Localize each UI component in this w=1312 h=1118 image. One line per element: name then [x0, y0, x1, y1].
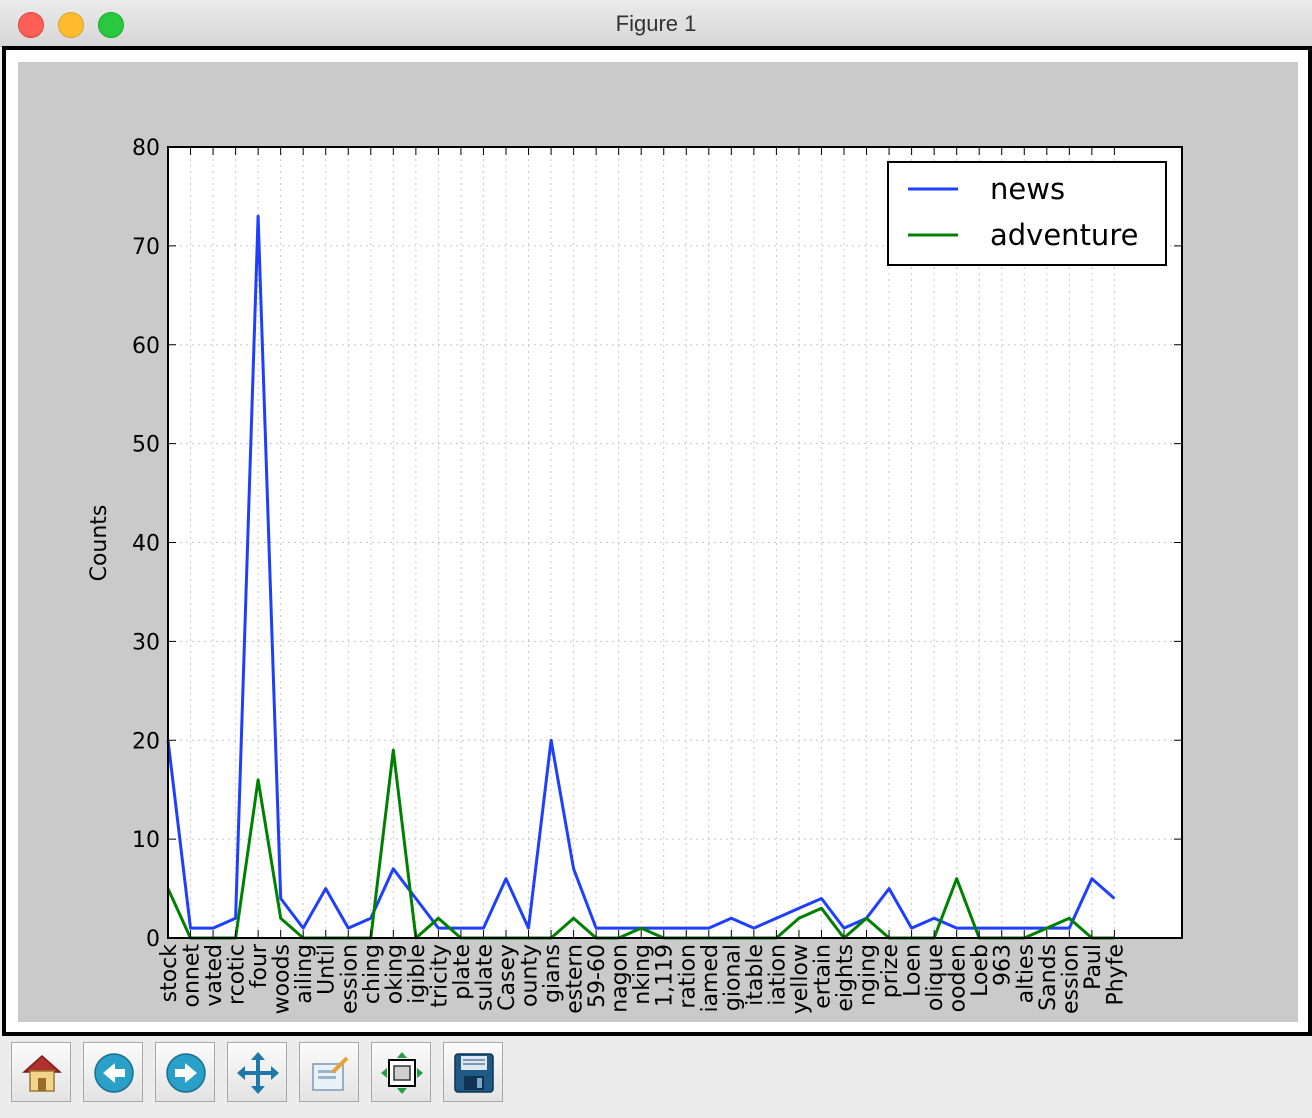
x-tick-label: igible: [405, 944, 430, 1004]
y-axis: 0 10 20 30 40 50 60 70 80: [132, 136, 1182, 952]
x-tick-label: iation: [765, 944, 790, 1006]
x-tick-label: gional: [720, 944, 745, 1011]
y-tick-label: 50: [132, 433, 160, 458]
y-tick-label: 40: [132, 532, 160, 557]
x-tick-label: nging: [856, 944, 881, 1006]
x-tick-label: gians: [540, 944, 565, 1003]
x-tick-label: eights: [833, 944, 858, 1012]
x-tick-label: plate: [450, 944, 475, 1000]
x-tick-label: Until: [315, 944, 340, 995]
toolbar: [0, 1036, 1312, 1118]
x-tick-label: Loeb: [968, 944, 993, 997]
configure-subplots-button[interactable]: [371, 1042, 431, 1102]
x-tick-label: ounty: [518, 944, 543, 1007]
x-tick-label: vated: [202, 944, 227, 1007]
y-tick-label: 10: [132, 828, 160, 853]
figure-frame: 0 10 20 30 40 50 60 70 80 stock onnet vated rcotic f…: [2, 46, 1312, 1036]
x-tick-label: ertain: [810, 944, 835, 1009]
x-tick-label: Casey: [495, 944, 520, 1011]
x-tick-label: alties: [1013, 944, 1038, 1003]
x-tick-label: woods: [270, 944, 295, 1014]
x-tick-label: estern: [563, 944, 588, 1014]
move-arrows-icon: [237, 1052, 279, 1094]
home-button[interactable]: [11, 1042, 71, 1102]
legend-entry: adventure: [990, 218, 1138, 252]
x-tick-label: four: [247, 943, 272, 988]
y-tick-label: 80: [132, 136, 160, 161]
x-tick-label: ration: [675, 944, 700, 1009]
x-tick-label: 1,119: [653, 944, 678, 1007]
x-tick-label: itable: [743, 944, 768, 1006]
x-tick-label: olique: [923, 944, 948, 1011]
window-maximize-button[interactable]: [98, 12, 124, 38]
forward-arrow-icon: [166, 1053, 206, 1093]
x-tick-label: Phyfe: [1103, 944, 1128, 1006]
x-tick-label: ching: [360, 944, 385, 1004]
window-close-button[interactable]: [18, 12, 44, 38]
back-button[interactable]: [83, 1042, 143, 1102]
zoom-rect-icon: [312, 1056, 349, 1091]
x-tick-label: nagon: [608, 944, 633, 1013]
y-tick-label: 20: [132, 729, 160, 754]
subplots-icon: [381, 1052, 423, 1094]
x-tick-label: Paul: [1081, 944, 1106, 990]
x-tick-label: rcotic: [225, 944, 250, 1005]
x-tick-label: ession: [1058, 944, 1083, 1014]
x-tick-label: sulate: [472, 944, 497, 1011]
legend-entry: news: [990, 172, 1065, 206]
x-tick-label: Sands: [1036, 944, 1061, 1011]
y-axis-label: Counts: [87, 505, 112, 582]
legend: news adventure: [887, 161, 1167, 266]
floppy-disk-icon: [454, 1053, 494, 1093]
figure-canvas: 0 10 20 30 40 50 60 70 80 stock onnet vated rcotic f…: [18, 62, 1298, 1022]
y-tick-label: 60: [132, 334, 160, 359]
x-tick-label: prize: [878, 944, 903, 998]
back-arrow-icon: [94, 1053, 134, 1093]
x-tick-label: nking: [630, 944, 655, 1005]
x-tick-label: ession: [337, 944, 362, 1014]
x-axis: stockonnetvatedrcoticfourwoodsailingUnti…: [157, 147, 1128, 1014]
x-tick-label: Loen: [901, 944, 926, 997]
window-minimize-button[interactable]: [58, 12, 84, 38]
pan-button[interactable]: [227, 1042, 287, 1102]
x-tick-label: yellow: [788, 944, 813, 1014]
y-tick-label: 0: [146, 927, 160, 952]
x-tick-label: ooden: [946, 944, 971, 1012]
window-titlebar: Figure 1: [0, 0, 1312, 47]
x-tick-label: ailing: [292, 944, 317, 1004]
x-tick-label: 963: [991, 944, 1016, 986]
y-tick-label: 30: [132, 630, 160, 655]
x-tick-label: 59-60: [585, 944, 610, 1008]
forward-button[interactable]: [155, 1042, 215, 1102]
home-icon: [22, 1054, 62, 1092]
zoom-button[interactable]: [299, 1042, 359, 1102]
legend-box: [887, 161, 1167, 266]
window-title: Figure 1: [615, 11, 697, 36]
x-tick-label: oking: [382, 944, 407, 1004]
save-button[interactable]: [443, 1042, 503, 1102]
x-tick-label: onnet: [180, 944, 205, 1008]
line-chart: 0 10 20 30 40 50 60 70 80 stockonnetvatedrcoticf…: [87, 136, 1183, 1014]
y-tick-label: 70: [132, 235, 160, 260]
x-tick-label: tricity: [427, 944, 452, 1008]
x-tick-label: iamed: [698, 944, 723, 1013]
x-tick-label: stock: [157, 944, 182, 1003]
